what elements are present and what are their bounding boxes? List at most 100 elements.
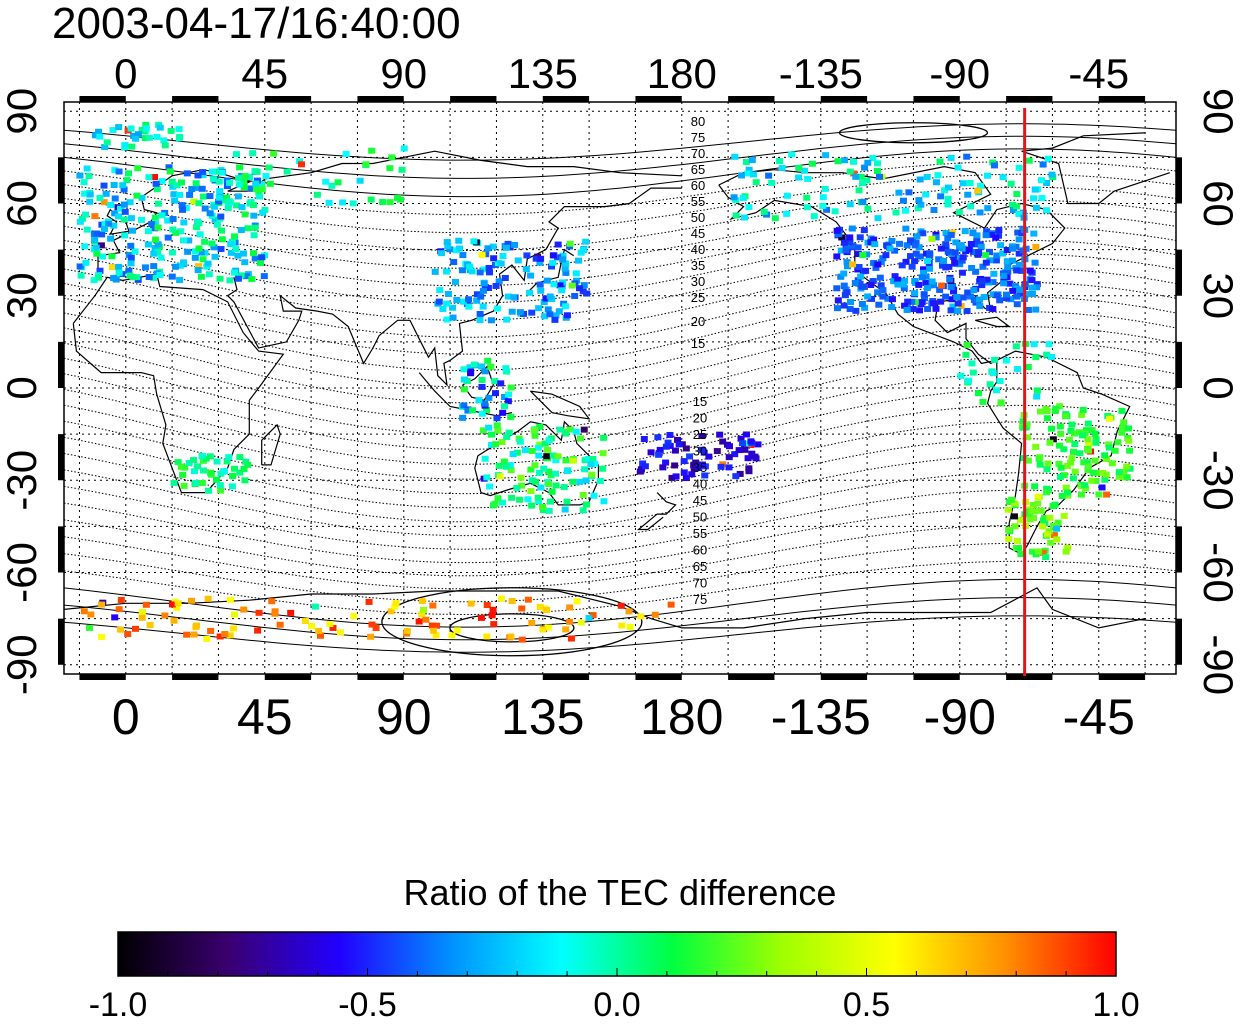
tec-pixel	[585, 615, 593, 622]
tec-pixel	[559, 252, 567, 259]
tec-pixel	[446, 246, 454, 253]
tec-pixel	[240, 606, 248, 613]
lat-tick-label-left: -90	[0, 634, 45, 695]
contour-label: 65	[691, 162, 705, 177]
tec-pixel	[894, 276, 902, 283]
tec-pixel	[78, 215, 86, 222]
tec-pixel	[115, 606, 123, 613]
tec-pixel	[1042, 554, 1050, 561]
tec-pixel	[810, 213, 818, 220]
tec-pixel	[171, 197, 179, 204]
tec-pixel	[1030, 230, 1038, 237]
tec-pixel	[754, 441, 762, 448]
tec-pixel	[541, 313, 549, 320]
magnetic-contours	[64, 122, 1176, 657]
tec-pixel	[516, 496, 524, 503]
tec-pixel	[499, 409, 507, 416]
tec-pixel	[482, 251, 490, 258]
tec-pixel	[958, 257, 966, 264]
tec-pixel	[154, 200, 162, 207]
tec-pixel	[528, 448, 536, 455]
colorbar-tick-label: 1.0	[1092, 986, 1139, 1024]
tec-pixel	[1018, 230, 1026, 237]
tec-pixel	[1068, 421, 1076, 428]
tec-pixel	[600, 498, 608, 505]
tec-pixel	[308, 623, 316, 630]
contour-line	[64, 525, 1176, 590]
tec-pixel	[999, 174, 1007, 181]
tec-pixel	[86, 191, 94, 198]
tec-pixel	[1043, 489, 1051, 496]
contour-label: 30	[691, 274, 705, 289]
tec-pixel	[226, 179, 234, 186]
tec-pixel	[962, 351, 970, 358]
tec-pixel	[916, 253, 924, 260]
tec-pixel	[911, 290, 919, 297]
tec-pixel	[740, 214, 748, 221]
tec-pixel	[107, 235, 115, 242]
tec-pixel	[647, 449, 655, 456]
tec-pixel	[224, 205, 232, 212]
tec-pixel	[81, 190, 89, 197]
tec-pixel	[228, 483, 236, 490]
tec-pixel	[1089, 469, 1097, 476]
tec-pixel	[1029, 502, 1037, 509]
tec-pixel	[1056, 403, 1064, 410]
tec-pixel	[579, 491, 587, 498]
tec-pixel	[451, 278, 459, 285]
tec-pixel	[527, 272, 535, 279]
tec-pixel	[840, 282, 848, 289]
tec-pixel	[698, 461, 706, 468]
tec-pixel	[476, 310, 484, 317]
tec-pixel	[1046, 514, 1054, 521]
tec-pixel	[742, 431, 750, 438]
tec-pixel	[783, 192, 791, 199]
tec-pixel	[932, 179, 940, 186]
border-tick-bar	[450, 96, 497, 102]
tec-pixel	[744, 455, 752, 462]
tec-pixel	[459, 298, 467, 305]
tec-pixel	[930, 300, 938, 307]
tec-pixel	[682, 445, 690, 452]
tec-pixel	[1069, 448, 1077, 455]
coastlines	[64, 132, 1170, 629]
tec-pixel	[513, 484, 521, 491]
tec-pixel	[199, 172, 207, 179]
tec-pixel	[198, 453, 206, 460]
tec-pixel	[486, 269, 494, 276]
tec-pixel	[227, 241, 235, 248]
tec-pixel	[838, 234, 846, 241]
tec-pixel	[526, 289, 534, 296]
tec-pixel	[500, 403, 508, 410]
tec-pixel	[991, 356, 999, 363]
tec-pixel	[840, 302, 848, 309]
tec-pixel	[550, 281, 558, 288]
tec-pixel	[1101, 452, 1109, 459]
tec-pixel	[1015, 261, 1023, 268]
tec-pixel	[129, 227, 137, 234]
tec-pixel	[957, 372, 965, 379]
tec-pixel	[218, 236, 226, 243]
tec-pixel	[1017, 551, 1025, 558]
tec-pixel	[495, 462, 503, 469]
tec-pixel	[748, 157, 756, 164]
tec-pixel	[552, 482, 560, 489]
tec-pixel	[464, 407, 472, 414]
tec-pixel	[90, 277, 98, 284]
tec-pixel	[1057, 464, 1065, 471]
tec-pixel	[218, 169, 226, 176]
tec-pixel	[476, 269, 484, 276]
tec-pixel	[501, 394, 509, 401]
tec-pixel	[443, 300, 451, 307]
tec-pixel	[864, 205, 872, 212]
tec-pixel	[877, 282, 885, 289]
tec-pixel	[534, 494, 542, 501]
tec-pixel	[127, 125, 135, 132]
tec-pixel	[545, 437, 553, 444]
tec-pixel	[494, 427, 502, 434]
contour-label: 15	[693, 394, 707, 409]
tec-pixel	[478, 383, 486, 390]
contour-line	[64, 472, 1176, 550]
tec-pixel	[1032, 443, 1040, 450]
